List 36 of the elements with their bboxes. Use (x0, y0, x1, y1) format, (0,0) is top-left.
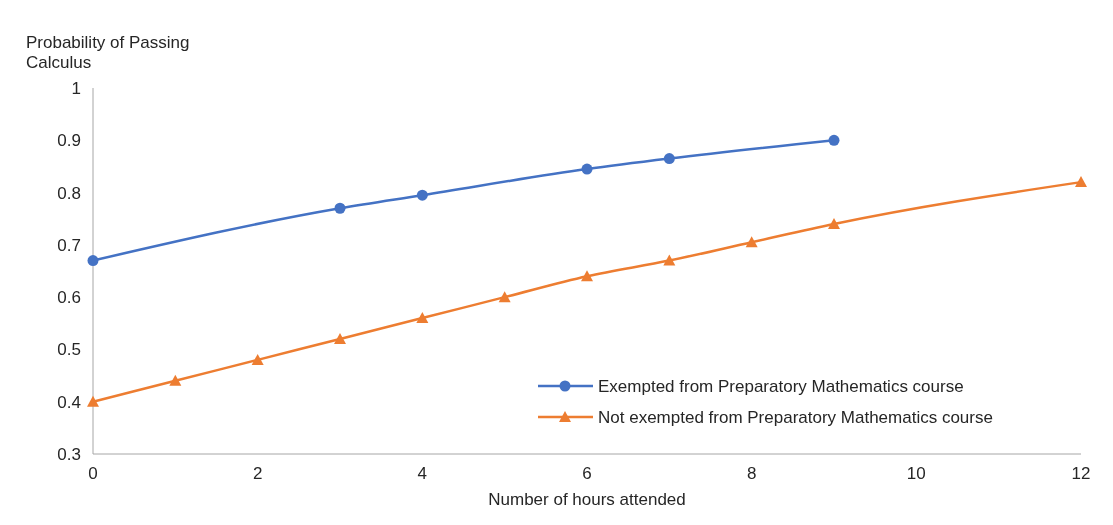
point (663, 254, 676, 266)
point (87, 395, 99, 407)
point (828, 217, 840, 229)
point (581, 270, 593, 282)
point (663, 153, 675, 165)
point (581, 163, 593, 175)
y-axis-title: Probability of Passing Calculus (26, 33, 190, 72)
legend-label: Exempted from Preparatory Mathematics course (598, 376, 964, 396)
point (498, 291, 511, 303)
y-tick-label: 1 (71, 78, 81, 98)
x-tick-label: 8 (746, 464, 757, 483)
point (745, 236, 758, 248)
x-tick-label: 6 (582, 464, 592, 483)
point (416, 312, 429, 324)
y-tick-label: 0.8 (57, 183, 81, 203)
point (251, 353, 264, 365)
point (1075, 176, 1087, 188)
legend-label: Not exempted from Preparatory Mathematics course (598, 407, 993, 427)
point (828, 134, 840, 146)
x-tick-label: 2 (252, 464, 263, 483)
point (416, 189, 428, 201)
y-tick-label: 0.5 (57, 340, 81, 360)
y-tick-label: 0.6 (57, 288, 81, 308)
y-tick-label: 0.9 (57, 131, 81, 151)
x-tick-label: 4 (417, 464, 428, 483)
y-tick-label: 0.4 (57, 392, 81, 412)
y-tick-label: 0.3 (57, 444, 81, 464)
point (334, 332, 346, 344)
point (169, 374, 182, 386)
y-tick-label: 0.7 (57, 235, 81, 255)
point (87, 255, 99, 267)
x-tick-label: 0 (88, 464, 98, 483)
x-axis-title: Number of hours attended (488, 490, 686, 509)
point (334, 202, 346, 214)
x-tick-label: 12 (1071, 464, 1091, 483)
x-tick-label: 10 (906, 464, 926, 483)
